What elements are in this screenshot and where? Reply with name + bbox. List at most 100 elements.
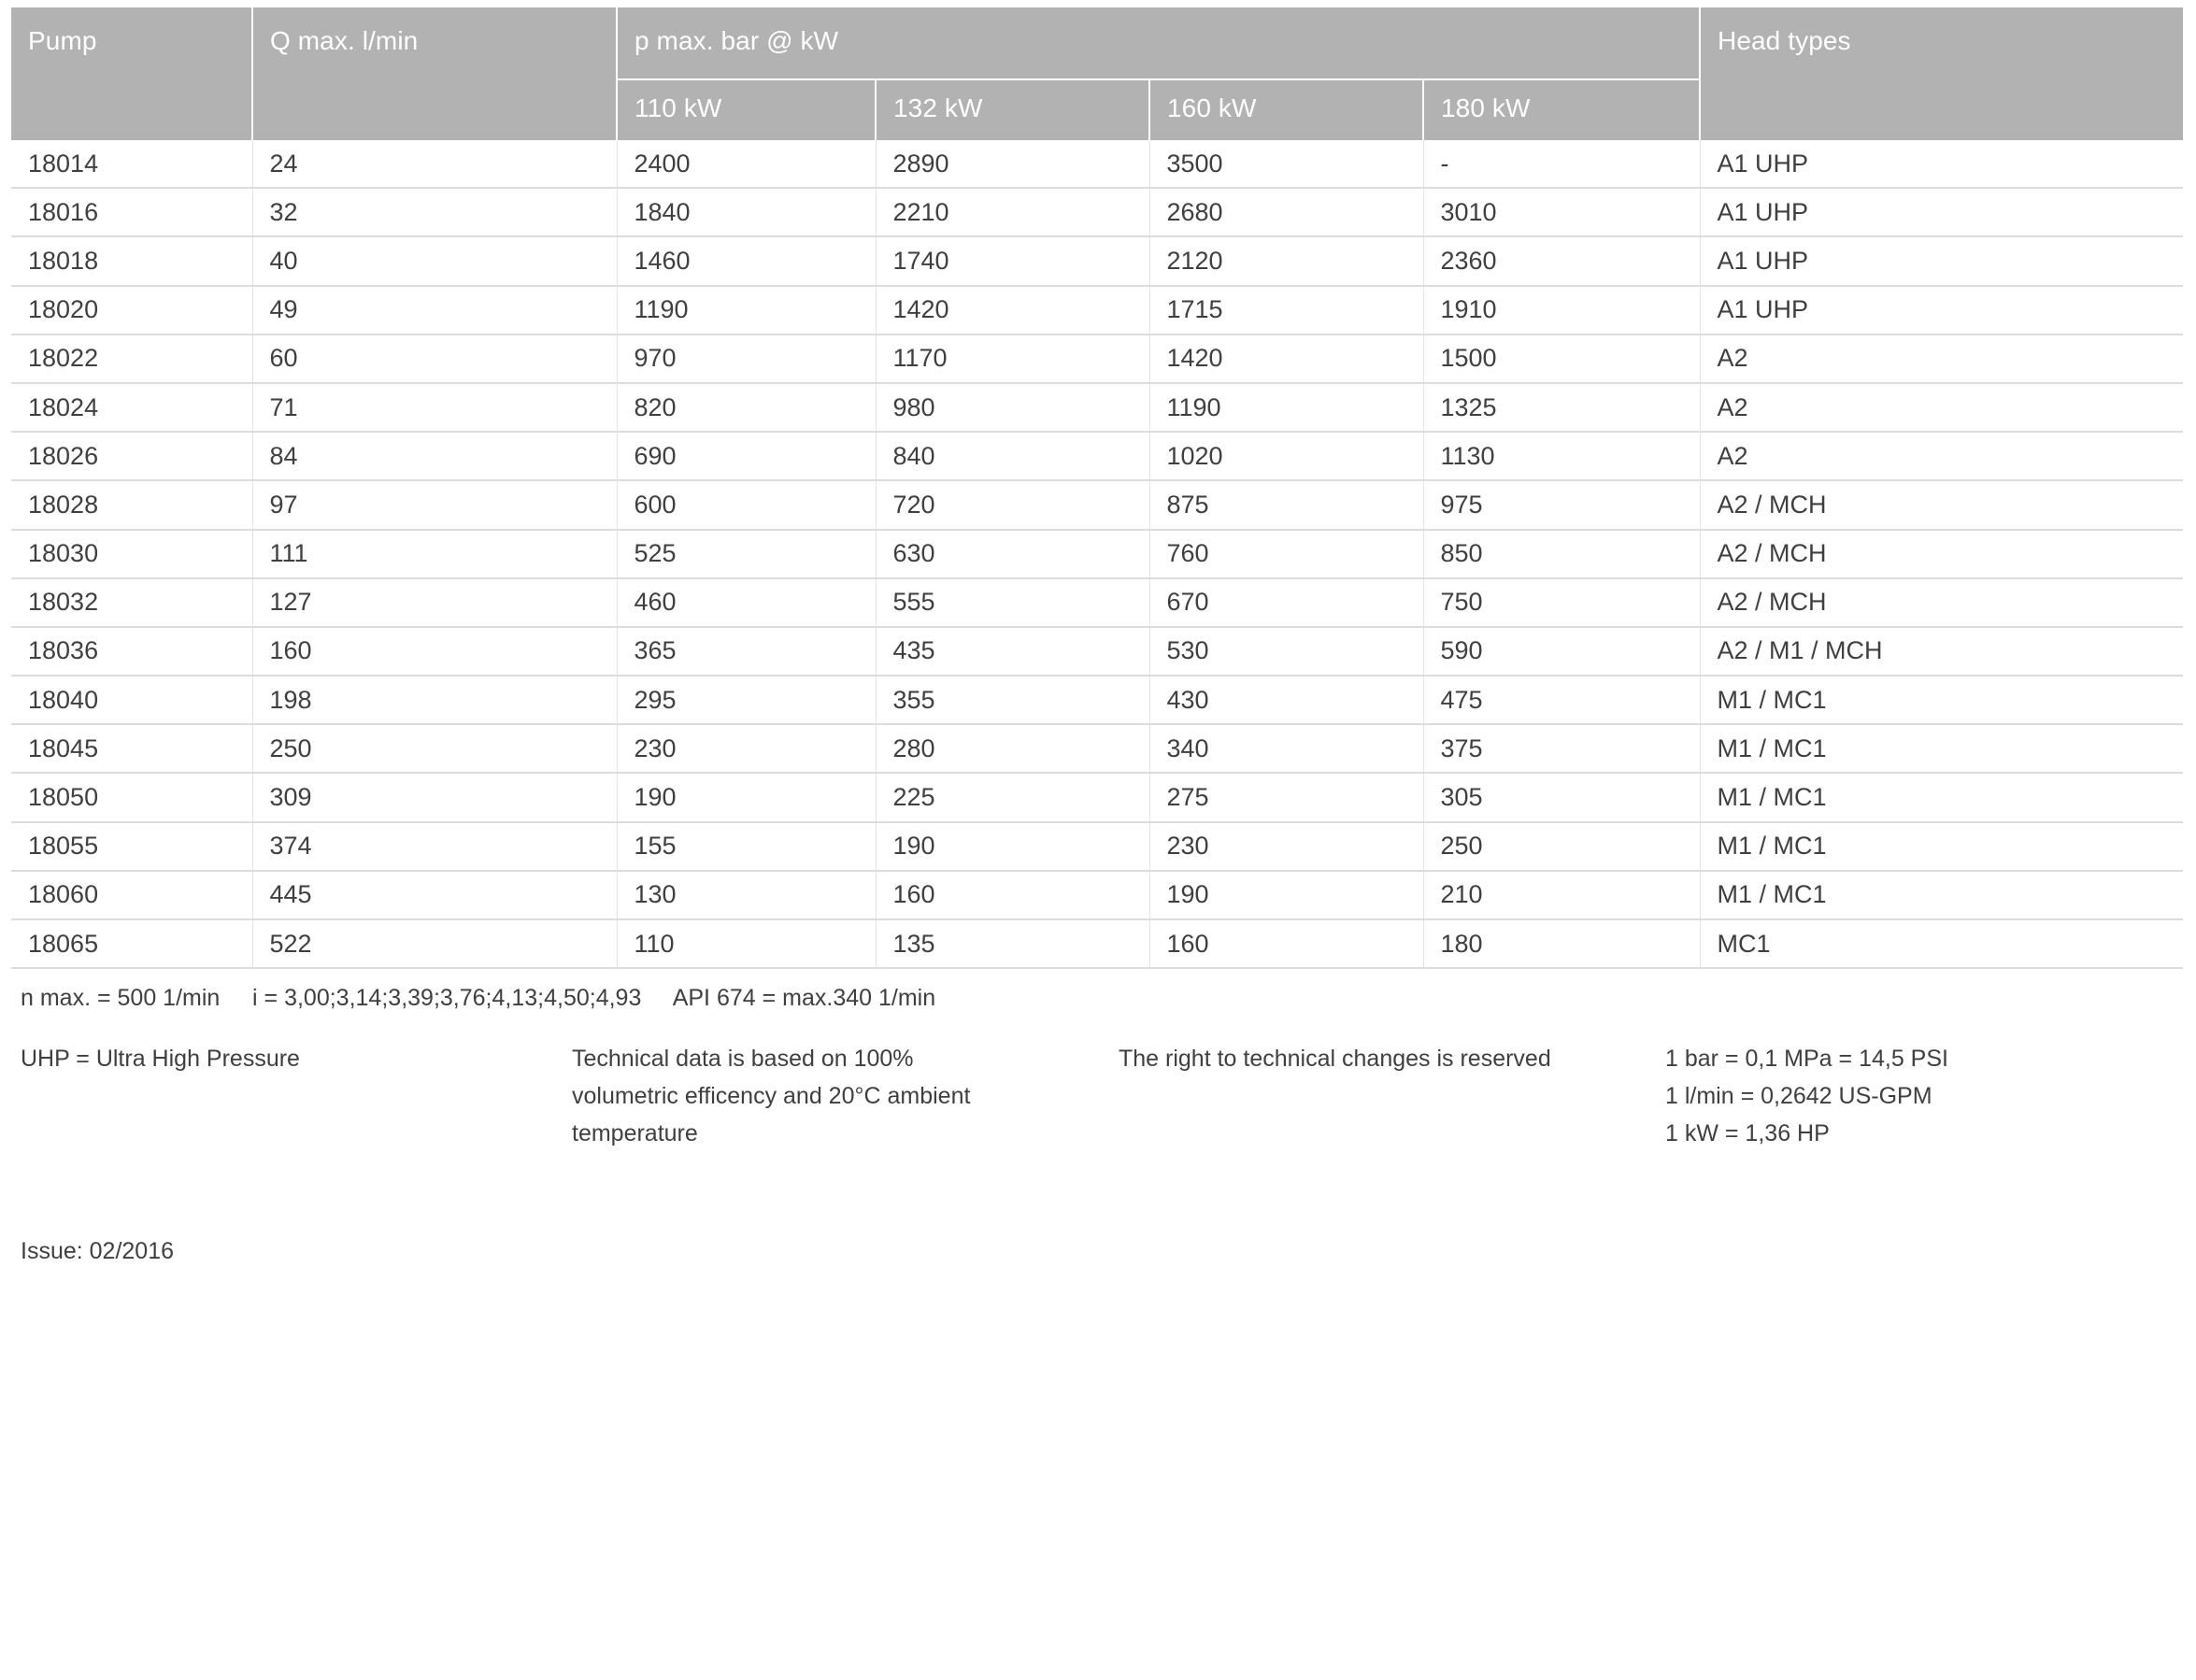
cell-180kw: 750	[1423, 577, 1701, 628]
cell-q-max: 198	[252, 676, 618, 726]
cell-q-max: 40	[252, 236, 618, 287]
cell-132kw: 1420	[876, 285, 1150, 335]
cell-pump: 18040	[11, 676, 253, 726]
cell-pump: 18060	[11, 870, 253, 921]
cell-160kw: 2120	[1149, 236, 1424, 287]
pump-specification-table: Pump Q max. l/min p max. bar @ kW Head t…	[11, 7, 2183, 970]
cell-132kw: 630	[876, 529, 1150, 579]
cell-180kw: -	[1423, 140, 1701, 190]
cell-q-max: 32	[252, 188, 618, 238]
cell-head-type: A2 / MCH	[1700, 529, 2183, 579]
cell-180kw: 1500	[1423, 334, 1701, 384]
column-header-p-max-group: p max. bar @ kW	[616, 7, 1700, 80]
column-header-180kw: 180 kW	[1422, 79, 1700, 140]
cell-pump: 18022	[11, 334, 253, 384]
cell-132kw: 435	[876, 626, 1150, 677]
cell-132kw: 980	[876, 382, 1150, 434]
cell-180kw: 1910	[1423, 285, 1701, 335]
cell-160kw: 275	[1149, 773, 1424, 823]
footnote-unit-conversions: 1 bar = 0,1 MPa = 14,5 PSI 1 l/min = 0,2…	[1665, 1040, 2170, 1152]
conversion-kw: 1 kW = 1,36 HP	[1665, 1120, 1830, 1147]
table-row: 18055 374 155 190 230 250 M1 / MC1	[11, 821, 2183, 872]
cell-pump: 18065	[11, 919, 253, 970]
table-row: 18022 60 970 1170 1420 1500 A2	[11, 334, 2183, 384]
cell-110kw: 1460	[617, 236, 877, 287]
cell-q-max: 24	[252, 140, 618, 190]
cell-head-type: A2	[1700, 382, 2183, 434]
cell-110kw: 2400	[617, 140, 877, 190]
cell-160kw: 430	[1149, 676, 1424, 726]
cell-110kw: 1840	[617, 188, 877, 238]
cell-110kw: 1190	[617, 285, 877, 335]
cell-head-type: A1 UHP	[1700, 285, 2183, 335]
cell-pump: 18050	[11, 773, 253, 823]
cell-180kw: 375	[1423, 724, 1701, 775]
table-row: 18050 309 190 225 275 305 M1 / MC1	[11, 773, 2183, 823]
table-row: 18026 84 690 840 1020 1130 A2	[11, 432, 2183, 482]
conversion-bar: 1 bar = 0,1 MPa = 14,5 PSI	[1665, 1046, 1948, 1073]
cell-head-type: M1 / MC1	[1700, 821, 2183, 872]
table-row: 18028 97 600 720 875 975 A2 / MCH	[11, 480, 2183, 531]
cell-110kw: 970	[617, 334, 877, 384]
cell-132kw: 555	[876, 577, 1150, 628]
cell-q-max: 60	[252, 334, 618, 384]
footnote-technical-basis: Technical data is based on 100% volumetr…	[572, 1040, 1095, 1152]
cell-q-max: 445	[252, 870, 618, 921]
column-header-pump: Pump	[11, 7, 252, 140]
cell-q-max: 250	[252, 724, 618, 775]
table-row: 18040 198 295 355 430 475 M1 / MC1	[11, 676, 2183, 726]
footnote-abbreviation-text: UHP = Ultra High Pressure	[21, 1046, 300, 1073]
cell-q-max: 309	[252, 773, 618, 823]
cell-180kw: 305	[1423, 773, 1701, 823]
cell-pump: 18030	[11, 529, 253, 579]
cell-160kw: 1715	[1149, 285, 1424, 335]
cell-head-type: M1 / MC1	[1700, 724, 2183, 775]
cell-110kw: 365	[617, 626, 877, 677]
footnote-technical-basis-line-1: Technical data is based on 100%	[572, 1046, 914, 1073]
cell-q-max: 71	[252, 382, 618, 434]
issue-date: Issue: 02/2016	[21, 1238, 175, 1265]
table-row: 18060 445 130 160 190 210 M1 / MC1	[11, 870, 2183, 921]
cell-132kw: 355	[876, 676, 1150, 726]
cell-132kw: 2890	[876, 140, 1150, 190]
cell-132kw: 2210	[876, 188, 1150, 238]
cell-160kw: 160	[1149, 919, 1424, 970]
cell-110kw: 525	[617, 529, 877, 579]
cell-180kw: 210	[1423, 870, 1701, 921]
cell-q-max: 84	[252, 432, 618, 482]
cell-180kw: 1325	[1423, 382, 1701, 434]
cell-pump: 18018	[11, 236, 253, 287]
cell-110kw: 110	[617, 919, 877, 970]
cell-pump: 18045	[11, 724, 253, 775]
cell-160kw: 340	[1149, 724, 1424, 775]
footnote-technical-basis-line-3: temperature	[572, 1120, 698, 1147]
footnote-disclaimer: The right to technical changes is reserv…	[1119, 1040, 1661, 1077]
cell-head-type: M1 / MC1	[1700, 676, 2183, 726]
cell-110kw: 600	[617, 480, 877, 531]
cell-110kw: 155	[617, 821, 877, 872]
cell-pump: 18016	[11, 188, 253, 238]
cell-pump: 18020	[11, 285, 253, 335]
cell-pump: 18032	[11, 577, 253, 628]
column-header-110kw: 110 kW	[616, 79, 876, 140]
table-row: 18032 127 460 555 670 750 A2 / MCH	[11, 577, 2183, 628]
cell-q-max: 49	[252, 285, 618, 335]
cell-160kw: 670	[1149, 577, 1424, 628]
cell-110kw: 295	[617, 676, 877, 726]
cell-110kw: 690	[617, 432, 877, 482]
cell-q-max: 97	[252, 480, 618, 531]
cell-132kw: 280	[876, 724, 1150, 775]
table-row: 18014 24 2400 2890 3500- A1 UHP	[11, 140, 2183, 190]
cell-head-type: A2 / MCH	[1700, 480, 2183, 531]
footnote-technical-basis-line-2: volumetric efficency and 20°C ambient	[572, 1083, 971, 1110]
cell-q-max: 111	[252, 529, 618, 579]
cell-132kw: 135	[876, 919, 1150, 970]
table-row: 18024 71 820 980 1190 1325 A2	[11, 382, 2183, 434]
cell-160kw: 1420	[1149, 334, 1424, 384]
table-row: 18030 111 525 630 760 850 A2 / MCH	[11, 529, 2183, 579]
cell-head-type: A2 / MCH	[1700, 577, 2183, 628]
cell-180kw: 475	[1423, 676, 1701, 726]
cell-q-max: 522	[252, 919, 618, 970]
table-row: 18065 522 110 135 160 180 MC1	[11, 919, 2183, 970]
